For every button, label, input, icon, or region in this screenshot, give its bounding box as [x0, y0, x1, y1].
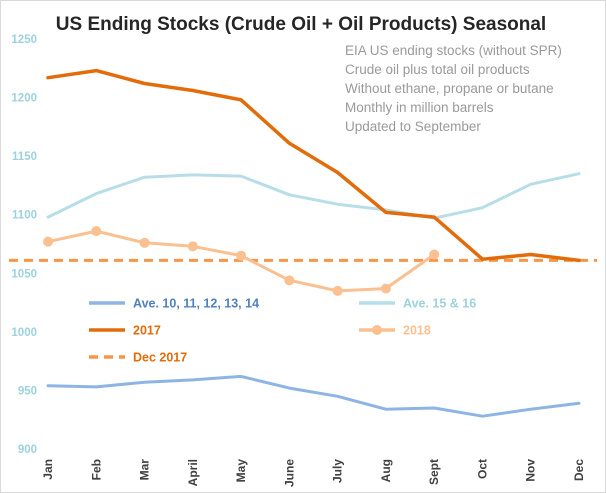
- y-axis: 900 950 1000 1050 1100 1150 1200 1250: [11, 34, 37, 456]
- y-tick-label: 1250: [11, 34, 37, 46]
- annotation-line: EIA US ending stocks (without SPR): [345, 43, 562, 58]
- legend-label: 2018: [403, 324, 431, 338]
- x-tick-label: Dec: [572, 459, 586, 481]
- legend-label: Dec 2017: [133, 351, 187, 365]
- legend-item: Ave. 10, 11, 12, 13, 14: [89, 297, 259, 311]
- legend-label: 2017: [133, 324, 161, 338]
- x-tick-label: Feb: [89, 459, 103, 480]
- x-tick-label: Jan: [41, 459, 55, 480]
- data-point: [332, 285, 343, 296]
- x-tick-label: July: [331, 459, 345, 483]
- y-tick-label: 1200: [11, 93, 37, 105]
- series-1: [46, 172, 581, 220]
- plot-area: [9, 68, 597, 418]
- chart-title: US Ending Stocks (Crude Oil + Oil Produc…: [56, 14, 546, 35]
- series-3: [43, 226, 440, 296]
- legend: Ave. 10, 11, 12, 13, 14 Ave. 15 & 16 2017 2…: [89, 297, 476, 365]
- y-tick-label: 1150: [12, 151, 37, 163]
- x-tick-label: June: [282, 459, 296, 487]
- x-tick-label: May: [234, 459, 248, 483]
- series-line: [46, 172, 581, 220]
- y-tick-label: 1100: [12, 210, 37, 222]
- annotation-line: Updated to September: [345, 119, 481, 134]
- series-line: [46, 374, 581, 418]
- annotation-line: Monthly in million barrels: [345, 100, 494, 115]
- y-tick-label: 950: [18, 385, 37, 397]
- series-0: [46, 374, 581, 418]
- annotation-line: Without ethane, propane or butane: [345, 81, 554, 96]
- x-tick-label: Sept: [427, 459, 441, 485]
- data-point: [187, 241, 198, 252]
- x-tick-label: Nov: [524, 459, 538, 482]
- x-axis: Jan Feb Mar April May June July Aug Sept Oct Nov De…: [41, 459, 586, 487]
- y-tick-label: 1000: [11, 327, 37, 339]
- legend-item: 2018: [359, 324, 431, 338]
- x-tick-label: Mar: [138, 459, 152, 481]
- legend-marker: [372, 325, 382, 335]
- legend-item: 2017: [89, 324, 161, 338]
- legend-item: Ave. 15 & 16: [359, 297, 476, 311]
- x-tick-label: Oct: [475, 459, 489, 479]
- x-tick-label: April: [186, 459, 200, 486]
- x-tick-label: Aug: [379, 459, 393, 482]
- annotation-box: EIA US ending stocks (without SPR) Crude…: [345, 43, 562, 134]
- data-point: [43, 236, 53, 247]
- legend-item: Dec 2017: [89, 351, 187, 365]
- series-line: [46, 68, 581, 263]
- y-tick-label: 1050: [11, 268, 37, 280]
- legend-label: Ave. 10, 11, 12, 13, 14: [133, 297, 259, 311]
- data-point: [236, 250, 247, 261]
- y-tick-label: 900: [18, 444, 37, 456]
- legend-label: Ave. 15 & 16: [403, 297, 476, 311]
- data-point: [380, 283, 391, 294]
- data-point: [284, 275, 295, 286]
- series-2: [46, 68, 581, 263]
- annotation-line: Crude oil plus total oil products: [345, 62, 530, 77]
- data-point: [429, 249, 440, 260]
- data-point: [91, 226, 102, 237]
- data-point: [139, 237, 150, 248]
